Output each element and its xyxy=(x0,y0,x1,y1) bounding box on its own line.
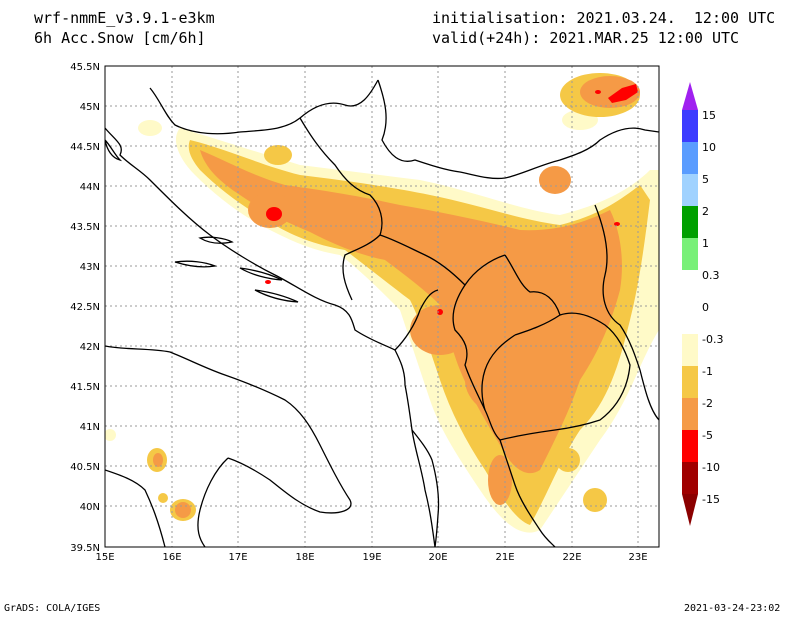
model-title: wrf-nmmE_v3.9.1-e3km xyxy=(34,9,215,27)
lat-axis: 45.5N 45N 44.5N 44N 43.5N 43N 42.5N 42N … xyxy=(70,62,100,554)
colorbar-top-arrow xyxy=(682,82,698,110)
colorbar-label: -0.3 xyxy=(702,333,723,346)
variable-title: 6h Acc.Snow [cm/6h] xyxy=(34,29,206,47)
init-time: initialisation: 2021.03.24. 12:00 UTC xyxy=(432,9,776,27)
colorbar-swatch xyxy=(682,238,698,270)
valid-time: valid(+24h): 2021.MAR.25 12:00 UTC xyxy=(432,29,740,47)
colorbar-label: -15 xyxy=(702,493,720,506)
colorbar-swatch xyxy=(682,142,698,174)
lat-tick: 40N xyxy=(80,502,100,513)
colorbar: 15 10 5 2 1 0.3 0 -0.3 -1 -2 -5 -10 -15 xyxy=(682,82,723,526)
colorbar-label: 1 xyxy=(702,237,709,250)
colorbar-label: -10 xyxy=(702,461,720,474)
colorbar-label: 15 xyxy=(702,109,716,122)
colorbar-swatch xyxy=(682,302,698,334)
footer-timestamp: 2021-03-24-23:02 xyxy=(684,603,781,614)
lat-tick: 42.5N xyxy=(70,302,100,313)
snow-field xyxy=(105,73,659,533)
colorbar-label: -5 xyxy=(702,429,713,442)
colorbar-label: -1 xyxy=(702,365,713,378)
colorbar-swatch xyxy=(682,430,698,462)
colorbar-swatch xyxy=(682,270,698,302)
lat-tick: 44.5N xyxy=(70,142,100,153)
lat-tick: 44N xyxy=(80,182,100,193)
colorbar-label: 10 xyxy=(702,141,716,154)
lon-tick: 21E xyxy=(495,552,514,563)
snow-heavy xyxy=(153,76,640,518)
colorbar-label: -2 xyxy=(702,397,713,410)
lat-tick: 42N xyxy=(80,342,100,353)
lon-tick: 19E xyxy=(362,552,381,563)
lat-tick: 45.5N xyxy=(70,62,100,73)
colorbar-bottom-arrow xyxy=(682,494,698,526)
colorbar-label: 0.3 xyxy=(702,269,720,282)
colorbar-swatch xyxy=(682,334,698,366)
colorbar-label: 0 xyxy=(702,301,709,314)
colorbar-swatch xyxy=(682,110,698,142)
lon-tick: 17E xyxy=(228,552,247,563)
lon-tick: 23E xyxy=(628,552,647,563)
colorbar-swatch xyxy=(682,398,698,430)
coastlines-borders xyxy=(105,79,659,547)
lat-tick: 45N xyxy=(80,102,100,113)
lat-tick: 41.5N xyxy=(70,382,100,393)
colorbar-swatch xyxy=(682,462,698,494)
footer-credit: GrADS: COLA/IGES xyxy=(4,603,101,614)
lon-tick: 15E xyxy=(95,552,114,563)
colorbar-swatch xyxy=(682,206,698,238)
lon-tick: 20E xyxy=(428,552,447,563)
lat-tick: 43.5N xyxy=(70,222,100,233)
lat-tick: 41N xyxy=(80,422,100,433)
colorbar-swatch xyxy=(682,174,698,206)
snow-extreme xyxy=(265,84,638,315)
lat-tick: 43N xyxy=(80,262,100,273)
lon-tick: 22E xyxy=(562,552,581,563)
map-frame xyxy=(104,65,660,548)
lon-axis: 15E 16E 17E 18E 19E 20E 21E 22E 23E xyxy=(95,552,647,563)
lon-tick: 16E xyxy=(162,552,181,563)
lon-tick: 18E xyxy=(295,552,314,563)
colorbar-swatch xyxy=(682,366,698,398)
lat-tick: 39.5N xyxy=(70,543,100,554)
colorbar-label: 5 xyxy=(702,173,709,186)
colorbar-label: 2 xyxy=(702,205,709,218)
lat-tick: 40.5N xyxy=(70,462,100,473)
grid-lines xyxy=(105,66,659,547)
